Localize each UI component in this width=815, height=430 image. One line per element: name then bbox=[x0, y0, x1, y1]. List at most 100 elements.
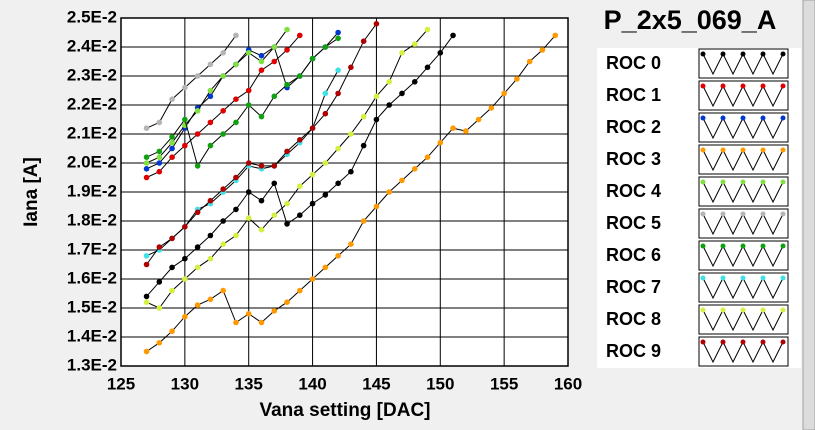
y-tick-label: 1.7E-2 bbox=[67, 239, 117, 258]
data-point bbox=[207, 61, 214, 68]
data-point bbox=[169, 264, 175, 271]
data-point bbox=[245, 87, 252, 94]
data-point bbox=[322, 264, 329, 271]
data-point bbox=[424, 154, 431, 160]
data-point bbox=[220, 131, 226, 137]
data-point bbox=[143, 125, 150, 131]
legend-label: ROC 9 bbox=[606, 341, 661, 361]
data-point bbox=[182, 224, 188, 230]
data-point bbox=[207, 87, 214, 94]
data-point bbox=[143, 299, 150, 306]
legend-swatch-dot bbox=[720, 339, 726, 345]
data-point bbox=[552, 32, 559, 39]
data-point bbox=[437, 50, 444, 56]
data-point bbox=[258, 319, 265, 326]
data-point bbox=[284, 148, 290, 155]
data-point bbox=[297, 183, 303, 189]
legend-swatch-dot bbox=[720, 243, 726, 249]
y-tick-label: 1.6E-2 bbox=[67, 268, 117, 287]
data-point bbox=[156, 340, 163, 346]
data-point bbox=[335, 145, 341, 152]
data-point bbox=[182, 276, 188, 282]
y-tick-label: 2.1E-2 bbox=[67, 123, 117, 142]
legend-swatch-dot bbox=[720, 179, 726, 185]
data-point bbox=[207, 197, 214, 204]
data-point bbox=[284, 47, 290, 53]
data-point bbox=[156, 305, 163, 311]
x-tick-label: 140 bbox=[298, 374, 326, 393]
y-tick-label: 2.3E-2 bbox=[67, 65, 117, 84]
chart-title: P_2x5_069_A bbox=[604, 5, 777, 35]
data-point bbox=[373, 116, 380, 123]
legend-swatch-dot bbox=[760, 243, 766, 249]
legend-swatch-dot bbox=[740, 147, 746, 153]
legend-swatch-dot bbox=[760, 51, 766, 57]
data-point bbox=[156, 160, 163, 166]
data-point bbox=[233, 32, 239, 39]
data-point bbox=[156, 119, 163, 126]
data-point bbox=[258, 67, 265, 73]
data-point bbox=[450, 32, 456, 39]
data-point bbox=[335, 67, 341, 73]
data-point bbox=[207, 142, 214, 149]
legend-swatch-dot bbox=[740, 179, 746, 185]
legend-swatch-dot bbox=[780, 307, 786, 313]
legend-swatch-dot bbox=[760, 339, 766, 345]
data-point bbox=[335, 253, 341, 259]
data-point bbox=[220, 73, 226, 79]
legend-swatch-dot bbox=[740, 339, 746, 345]
data-point bbox=[284, 221, 290, 227]
data-point bbox=[322, 90, 329, 97]
data-point bbox=[284, 26, 290, 33]
data-point bbox=[539, 47, 546, 53]
legend-swatch-dot bbox=[760, 211, 766, 217]
series-line bbox=[146, 37, 339, 168]
legend-swatch-dot bbox=[760, 275, 766, 281]
data-point bbox=[169, 139, 175, 146]
data-point bbox=[360, 218, 367, 224]
data-point bbox=[284, 200, 290, 207]
data-point bbox=[335, 180, 341, 187]
legend-swatch-dot bbox=[700, 115, 706, 121]
data-point bbox=[182, 84, 188, 91]
legend-swatch-dot bbox=[720, 147, 726, 153]
y-tick-label: 2.4E-2 bbox=[67, 36, 117, 55]
data-point bbox=[245, 160, 252, 166]
x-tick-label: 135 bbox=[235, 374, 263, 393]
data-point bbox=[233, 206, 239, 213]
legend-swatch-dot bbox=[780, 51, 786, 57]
y-tick-label: 2.0E-2 bbox=[67, 152, 117, 171]
data-point bbox=[233, 232, 239, 239]
data-point bbox=[386, 189, 393, 195]
data-point bbox=[297, 287, 303, 294]
legend-swatch-dot bbox=[720, 275, 726, 281]
legend-swatch-dot bbox=[780, 339, 786, 345]
legend-swatch-dot bbox=[700, 275, 706, 281]
data-point bbox=[360, 142, 367, 149]
data-point bbox=[220, 50, 226, 56]
data-point bbox=[348, 64, 354, 71]
data-point bbox=[399, 177, 405, 184]
data-point bbox=[322, 160, 329, 166]
legend-label: ROC 7 bbox=[606, 277, 661, 297]
y-tick-label: 1.8E-2 bbox=[67, 210, 117, 229]
data-point bbox=[156, 279, 163, 285]
data-point bbox=[258, 52, 265, 59]
legend-swatch-dot bbox=[780, 147, 786, 153]
data-point bbox=[309, 276, 316, 282]
data-point bbox=[245, 50, 252, 56]
data-point bbox=[169, 145, 175, 152]
data-point bbox=[309, 200, 316, 207]
y-tick-label: 2.2E-2 bbox=[67, 94, 117, 113]
legend-label: ROC 5 bbox=[606, 213, 661, 233]
legend-label: ROC 0 bbox=[606, 53, 661, 73]
data-point bbox=[143, 261, 150, 268]
legend-swatch-dot bbox=[740, 83, 746, 89]
legend-swatch-dot bbox=[700, 179, 706, 185]
data-point bbox=[399, 90, 405, 97]
legend-swatch-dot bbox=[780, 179, 786, 185]
data-point bbox=[335, 35, 341, 42]
data-point bbox=[399, 50, 405, 56]
data-point bbox=[284, 81, 290, 88]
data-point bbox=[194, 244, 201, 250]
